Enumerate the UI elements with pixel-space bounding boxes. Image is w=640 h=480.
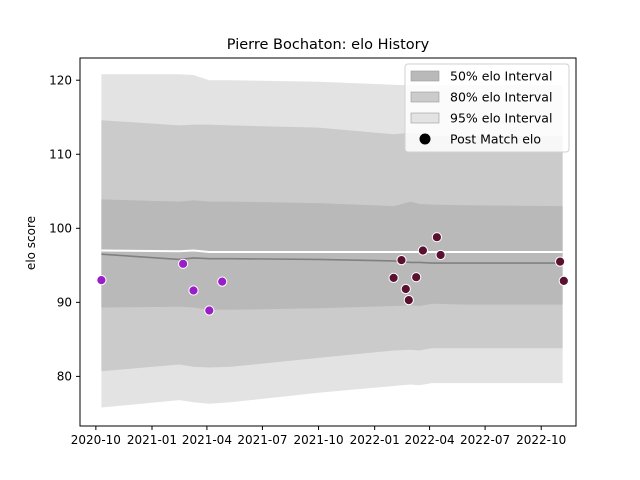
y-tick-label-4: 110 xyxy=(49,148,72,162)
post-match-elo-point-4 xyxy=(204,305,215,316)
legend-label-1: 50% elo Interval xyxy=(450,69,552,84)
post-match-elo-point-12 xyxy=(431,232,442,243)
x-tick-label-1: 2020-10 xyxy=(71,433,121,447)
post-match-elo-point-5 xyxy=(217,276,228,287)
x-tick-label-7: 2022-04 xyxy=(405,433,455,447)
legend: 50% elo Interval 80% elo Interval 95% elo … xyxy=(404,63,570,153)
x-tick-label-2: 2021-01 xyxy=(127,433,177,447)
post-match-elo-point-10 xyxy=(411,272,422,283)
plot-frame xyxy=(79,57,577,427)
legend-label-4: Post Match elo xyxy=(450,132,541,147)
post-match-elo-point-6 xyxy=(388,272,399,283)
x-tick-label-9: 2022-10 xyxy=(516,433,566,447)
post-match-elo-point-7 xyxy=(396,255,407,266)
x-tick-label-3: 2021-04 xyxy=(182,433,232,447)
legend-label-2: 80% elo Interval xyxy=(450,90,552,105)
y-tick-label-3: 100 xyxy=(49,222,72,236)
y-tick-label-5: 120 xyxy=(49,74,72,88)
legend-swatch-2 xyxy=(410,91,440,103)
legend-swatch-3 xyxy=(410,112,440,124)
x-tick-label-6: 2022-01 xyxy=(350,433,400,447)
x-tick-label-5: 2021-10 xyxy=(293,433,343,447)
x-tick-label-8: 2022-07 xyxy=(460,433,510,447)
y-tick-label-1: 80 xyxy=(57,370,72,384)
post-match-elo-point-1 xyxy=(96,275,107,286)
legend-label-3: 95% elo Interval xyxy=(450,111,552,126)
axes: 2020-10 2021-01 2021-04 2021-07 2021-10 2022-… xyxy=(49,57,577,447)
legend-swatch-1 xyxy=(410,70,440,82)
x-tick-label-4: 2021-07 xyxy=(237,433,287,447)
plot-area xyxy=(96,74,569,408)
y-tick-label-2: 90 xyxy=(57,296,72,310)
post-match-elo-point-3 xyxy=(188,285,199,296)
legend-box xyxy=(404,63,570,153)
chart-title: Pierre Bochaton: elo History xyxy=(227,37,430,53)
post-match-elo-point-14 xyxy=(555,256,566,267)
y-axis-label: elo score xyxy=(24,216,38,270)
post-match-elo-point-8 xyxy=(400,283,411,295)
band-3 xyxy=(101,199,563,310)
post-match-elo-point-11 xyxy=(417,245,428,256)
mean-elo-line xyxy=(101,253,563,264)
post-match-elo-point-15 xyxy=(558,275,569,286)
post-match-elo-point-2 xyxy=(178,258,189,269)
legend-swatch-post-match-elo xyxy=(419,133,431,145)
post-match-elo-point-13 xyxy=(435,249,446,261)
post-match-elo-point-9 xyxy=(403,295,414,306)
